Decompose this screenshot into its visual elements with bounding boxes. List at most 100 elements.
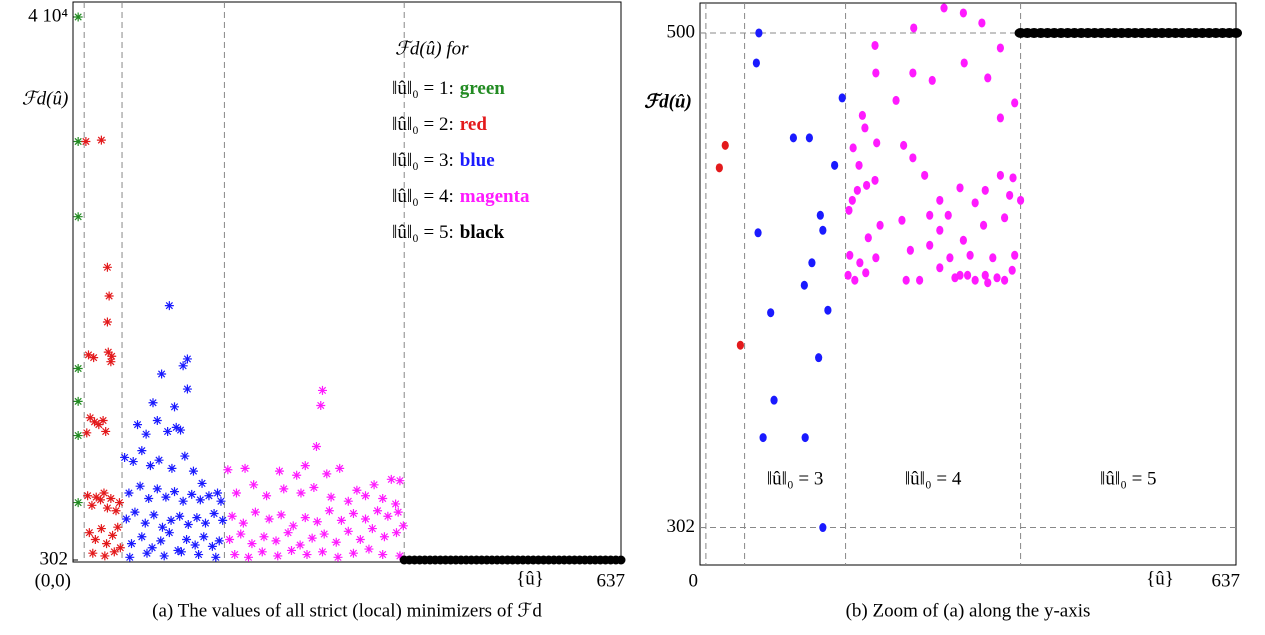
point [73, 212, 83, 222]
point [103, 347, 113, 357]
point [187, 489, 197, 499]
point [227, 511, 237, 521]
point [274, 466, 284, 476]
point [963, 270, 972, 280]
point [73, 364, 83, 374]
point [849, 143, 857, 153]
point [966, 250, 974, 260]
point [959, 235, 967, 245]
point [876, 220, 884, 230]
legend-name: red [460, 114, 488, 135]
point [170, 487, 180, 497]
point [386, 474, 396, 484]
point [271, 536, 281, 546]
point [364, 544, 374, 554]
point [109, 547, 119, 557]
point [1011, 250, 1019, 260]
caption: (b) Zoom of (a) along the y-axis [846, 600, 1091, 621]
point [180, 451, 190, 461]
point [906, 245, 914, 255]
legend-entry: ‖û‖₀ = 4: magenta [392, 186, 530, 207]
point [161, 492, 171, 502]
point [715, 163, 723, 173]
x-tick-label: 637 [597, 570, 626, 591]
point [88, 548, 98, 558]
point [243, 552, 253, 562]
point [872, 253, 880, 263]
point [164, 528, 174, 538]
point [398, 521, 408, 531]
point [176, 547, 186, 557]
point [916, 275, 924, 285]
point [309, 483, 319, 493]
region-label: ‖û‖₀ = 4 [905, 468, 962, 489]
point [259, 532, 269, 542]
point [192, 513, 202, 523]
point [90, 417, 100, 427]
point [770, 395, 778, 405]
point [230, 550, 240, 560]
point [147, 543, 157, 553]
point [311, 441, 321, 451]
point [197, 478, 207, 488]
point [324, 506, 334, 516]
point [348, 548, 358, 558]
point [815, 353, 823, 363]
point [343, 496, 353, 506]
point [981, 185, 989, 195]
point [855, 160, 863, 170]
point [959, 8, 967, 18]
point [148, 398, 158, 408]
point [800, 280, 808, 290]
legend-name: magenta [460, 186, 530, 207]
point [84, 528, 94, 538]
point [296, 488, 306, 498]
point [971, 198, 979, 208]
point [846, 250, 854, 260]
point [247, 539, 257, 549]
point [73, 498, 83, 508]
point [844, 270, 852, 280]
point [249, 480, 259, 490]
point [240, 463, 250, 473]
point [343, 526, 353, 536]
point [862, 268, 870, 278]
point [789, 133, 798, 143]
point [182, 384, 192, 394]
point [322, 469, 332, 479]
x-tick-label: 0 [689, 570, 699, 591]
point [273, 551, 283, 561]
point [288, 521, 298, 531]
point [137, 446, 147, 456]
point [721, 140, 729, 150]
point [993, 273, 1001, 283]
point [225, 535, 235, 545]
point [262, 491, 272, 501]
point [307, 533, 317, 543]
point [801, 433, 809, 443]
point [178, 496, 188, 506]
point [108, 530, 118, 540]
point [736, 340, 744, 350]
point [752, 58, 760, 68]
point [283, 528, 293, 538]
point [209, 509, 219, 519]
point [231, 488, 241, 498]
point [348, 509, 358, 519]
point [183, 519, 193, 529]
point [83, 491, 93, 501]
point [120, 452, 130, 462]
point [178, 361, 188, 371]
point [302, 550, 312, 560]
point [956, 183, 964, 193]
point [1008, 265, 1016, 275]
point [936, 195, 944, 205]
point [188, 466, 198, 476]
point [96, 135, 106, 145]
point [805, 133, 813, 143]
point [391, 528, 401, 538]
point [831, 160, 839, 170]
point [808, 258, 816, 268]
region-label: ‖û‖₀ = 3 [767, 468, 824, 489]
point [292, 470, 302, 480]
